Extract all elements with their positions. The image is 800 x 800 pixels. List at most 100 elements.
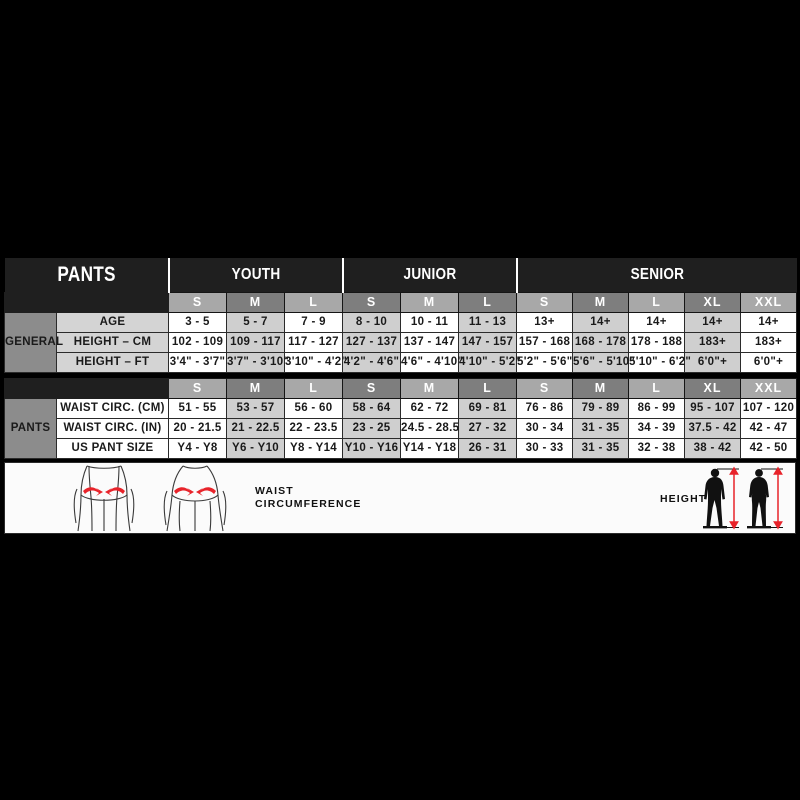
- corner-cell: [4, 377, 57, 399]
- cell: 38 - 42: [684, 437, 742, 459]
- size-junior-s: S: [342, 291, 402, 313]
- waist-label-line1: WAIST: [255, 484, 294, 497]
- section-label-pants: PANTS: [4, 397, 57, 459]
- size-header-row-general: S M L S M L S M L XL XXL: [4, 291, 798, 313]
- cell: 4'2" - 4'6": [342, 351, 402, 373]
- size-senior-xl: XL: [684, 291, 742, 313]
- cell: 30 - 33: [516, 437, 574, 459]
- cell: 23 - 25: [342, 417, 402, 439]
- cell: Y4 - Y8: [168, 437, 227, 459]
- waist-circumference-label: WAIST CIRCUMFERENCE: [255, 485, 361, 511]
- size-senior-l: L: [628, 377, 686, 399]
- group-header-youth: YOUTH: [180, 258, 330, 292]
- cell: Y10 - Y16: [342, 437, 402, 459]
- cell: 27 - 32: [458, 417, 518, 439]
- cell: 31 - 35: [572, 417, 630, 439]
- cell: 3 - 5: [168, 311, 227, 333]
- table-row: WAIST CIRC. (IN) 20 - 21.5 21 - 22.5 22 …: [5, 417, 798, 439]
- size-senior-l: L: [628, 291, 686, 313]
- row-label-age: AGE: [56, 311, 169, 333]
- size-junior-l: L: [458, 377, 518, 399]
- cell: 53 - 57: [226, 397, 285, 419]
- table-row: HEIGHT – FT 3'4" - 3'7" 3'7" - 3'10" 3'1…: [5, 351, 798, 373]
- blank-cell: [56, 377, 169, 399]
- group-header-junior: JUNIOR: [354, 258, 504, 292]
- cell: 127 - 137: [342, 331, 402, 353]
- cell: 102 - 109: [168, 331, 227, 353]
- blank-cell: [56, 291, 169, 313]
- cell: 137 - 147: [400, 331, 460, 353]
- table-row: GENERAL AGE 3 - 5 5 - 7 7 - 9 8 - 10 10 …: [4, 311, 798, 373]
- cell: 6'0"+: [740, 351, 798, 373]
- size-chart-table: PANTS YOUTH JUNIOR SENIOR S M L S M L S …: [4, 258, 798, 459]
- cell: 5'2" - 5'6": [516, 351, 574, 373]
- cell: 11 - 13: [458, 311, 518, 333]
- cell: 178 - 188: [628, 331, 686, 353]
- cell: 183+: [684, 331, 742, 353]
- waist-label-line2: CIRCUMFERENCE: [255, 497, 362, 510]
- size-senior-xxl: XXL: [740, 377, 798, 399]
- cell: 7 - 9: [283, 311, 344, 333]
- size-senior-s: S: [516, 377, 574, 399]
- row-label-waist-in: WAIST CIRC. (IN): [56, 417, 169, 439]
- cell: 4'6" - 4'10": [400, 351, 463, 373]
- table-row: PANTS WAIST CIRC. (CM) 51 - 55 53 - 57 5…: [4, 397, 798, 459]
- table-row: US PANT SIZE Y4 - Y8 Y6 - Y10 Y8 - Y14 Y…: [5, 437, 798, 459]
- cell: 5 - 7: [226, 311, 285, 333]
- cell: Y14 - Y18: [400, 437, 460, 459]
- chart-title: PANTS: [19, 258, 154, 292]
- size-junior-m: M: [400, 291, 460, 313]
- cell: 168 - 178: [572, 331, 630, 353]
- cell: 14+: [740, 311, 798, 333]
- cell: 5'10" - 6'2": [628, 351, 691, 373]
- cell: 51 - 55: [168, 397, 227, 419]
- row-label-height-ft: HEIGHT – FT: [56, 351, 169, 373]
- cell: 22 - 23.5: [283, 417, 344, 439]
- cell: 58 - 64: [342, 397, 402, 419]
- row-label-us-pant-size: US PANT SIZE: [56, 437, 169, 459]
- cell: 157 - 168: [516, 331, 574, 353]
- size-header-row-pants: S M L S M L S M L XL XXL: [4, 377, 798, 399]
- section-label-general: GENERAL: [4, 311, 63, 373]
- waist-measurement-figure-icon: [73, 464, 135, 531]
- cell: 42 - 50: [740, 437, 798, 459]
- cell: 95 - 107: [684, 397, 742, 419]
- height-measurement-figure-icon: [703, 466, 783, 529]
- cell: 62 - 72: [400, 397, 460, 419]
- cell: 86 - 99: [628, 397, 686, 419]
- pants-size-chart: PANTS YOUTH JUNIOR SENIOR S M L S M L S …: [0, 256, 800, 536]
- size-junior-l: L: [458, 291, 518, 313]
- height-label: HEIGHT: [660, 492, 707, 505]
- cell: 107 - 120: [740, 397, 798, 419]
- cell: 31 - 35: [572, 437, 630, 459]
- cell: 147 - 157: [458, 331, 518, 353]
- size-youth-m: M: [226, 377, 285, 399]
- cell: 34 - 39: [628, 417, 686, 439]
- size-senior-xxl: XXL: [740, 291, 798, 313]
- cell: 69 - 81: [458, 397, 518, 419]
- waist-measurement-figure-icon: [163, 464, 227, 531]
- measurement-illustration-strip: WAIST CIRCUMFERENCE HEIGHT: [4, 461, 796, 534]
- cell: 117 - 127: [283, 331, 344, 353]
- size-youth-l: L: [283, 291, 344, 313]
- cell: 56 - 60: [283, 397, 344, 419]
- cell: 3'7" - 3'10": [226, 351, 289, 373]
- row-label-height-cm: HEIGHT – CM: [56, 331, 169, 353]
- size-senior-xl: XL: [684, 377, 742, 399]
- cell: 79 - 89: [572, 397, 630, 419]
- cell: 5'6" - 5'10": [572, 351, 635, 373]
- size-senior-m: M: [572, 291, 630, 313]
- cell: 37.5 - 42: [684, 417, 742, 439]
- cell: 32 - 38: [628, 437, 686, 459]
- cell: 24.5 - 28.5: [400, 417, 460, 439]
- size-youth-m: M: [226, 291, 285, 313]
- size-junior-m: M: [400, 377, 460, 399]
- cell: 6'0"+: [684, 351, 742, 373]
- group-header-senior: SENIOR: [536, 258, 776, 292]
- cell: 14+: [628, 311, 686, 333]
- cell: 20 - 21.5: [168, 417, 227, 439]
- section-spacer: [4, 372, 797, 378]
- cell: 3'10" - 4'2": [283, 351, 347, 373]
- cell: 8 - 10: [342, 311, 402, 333]
